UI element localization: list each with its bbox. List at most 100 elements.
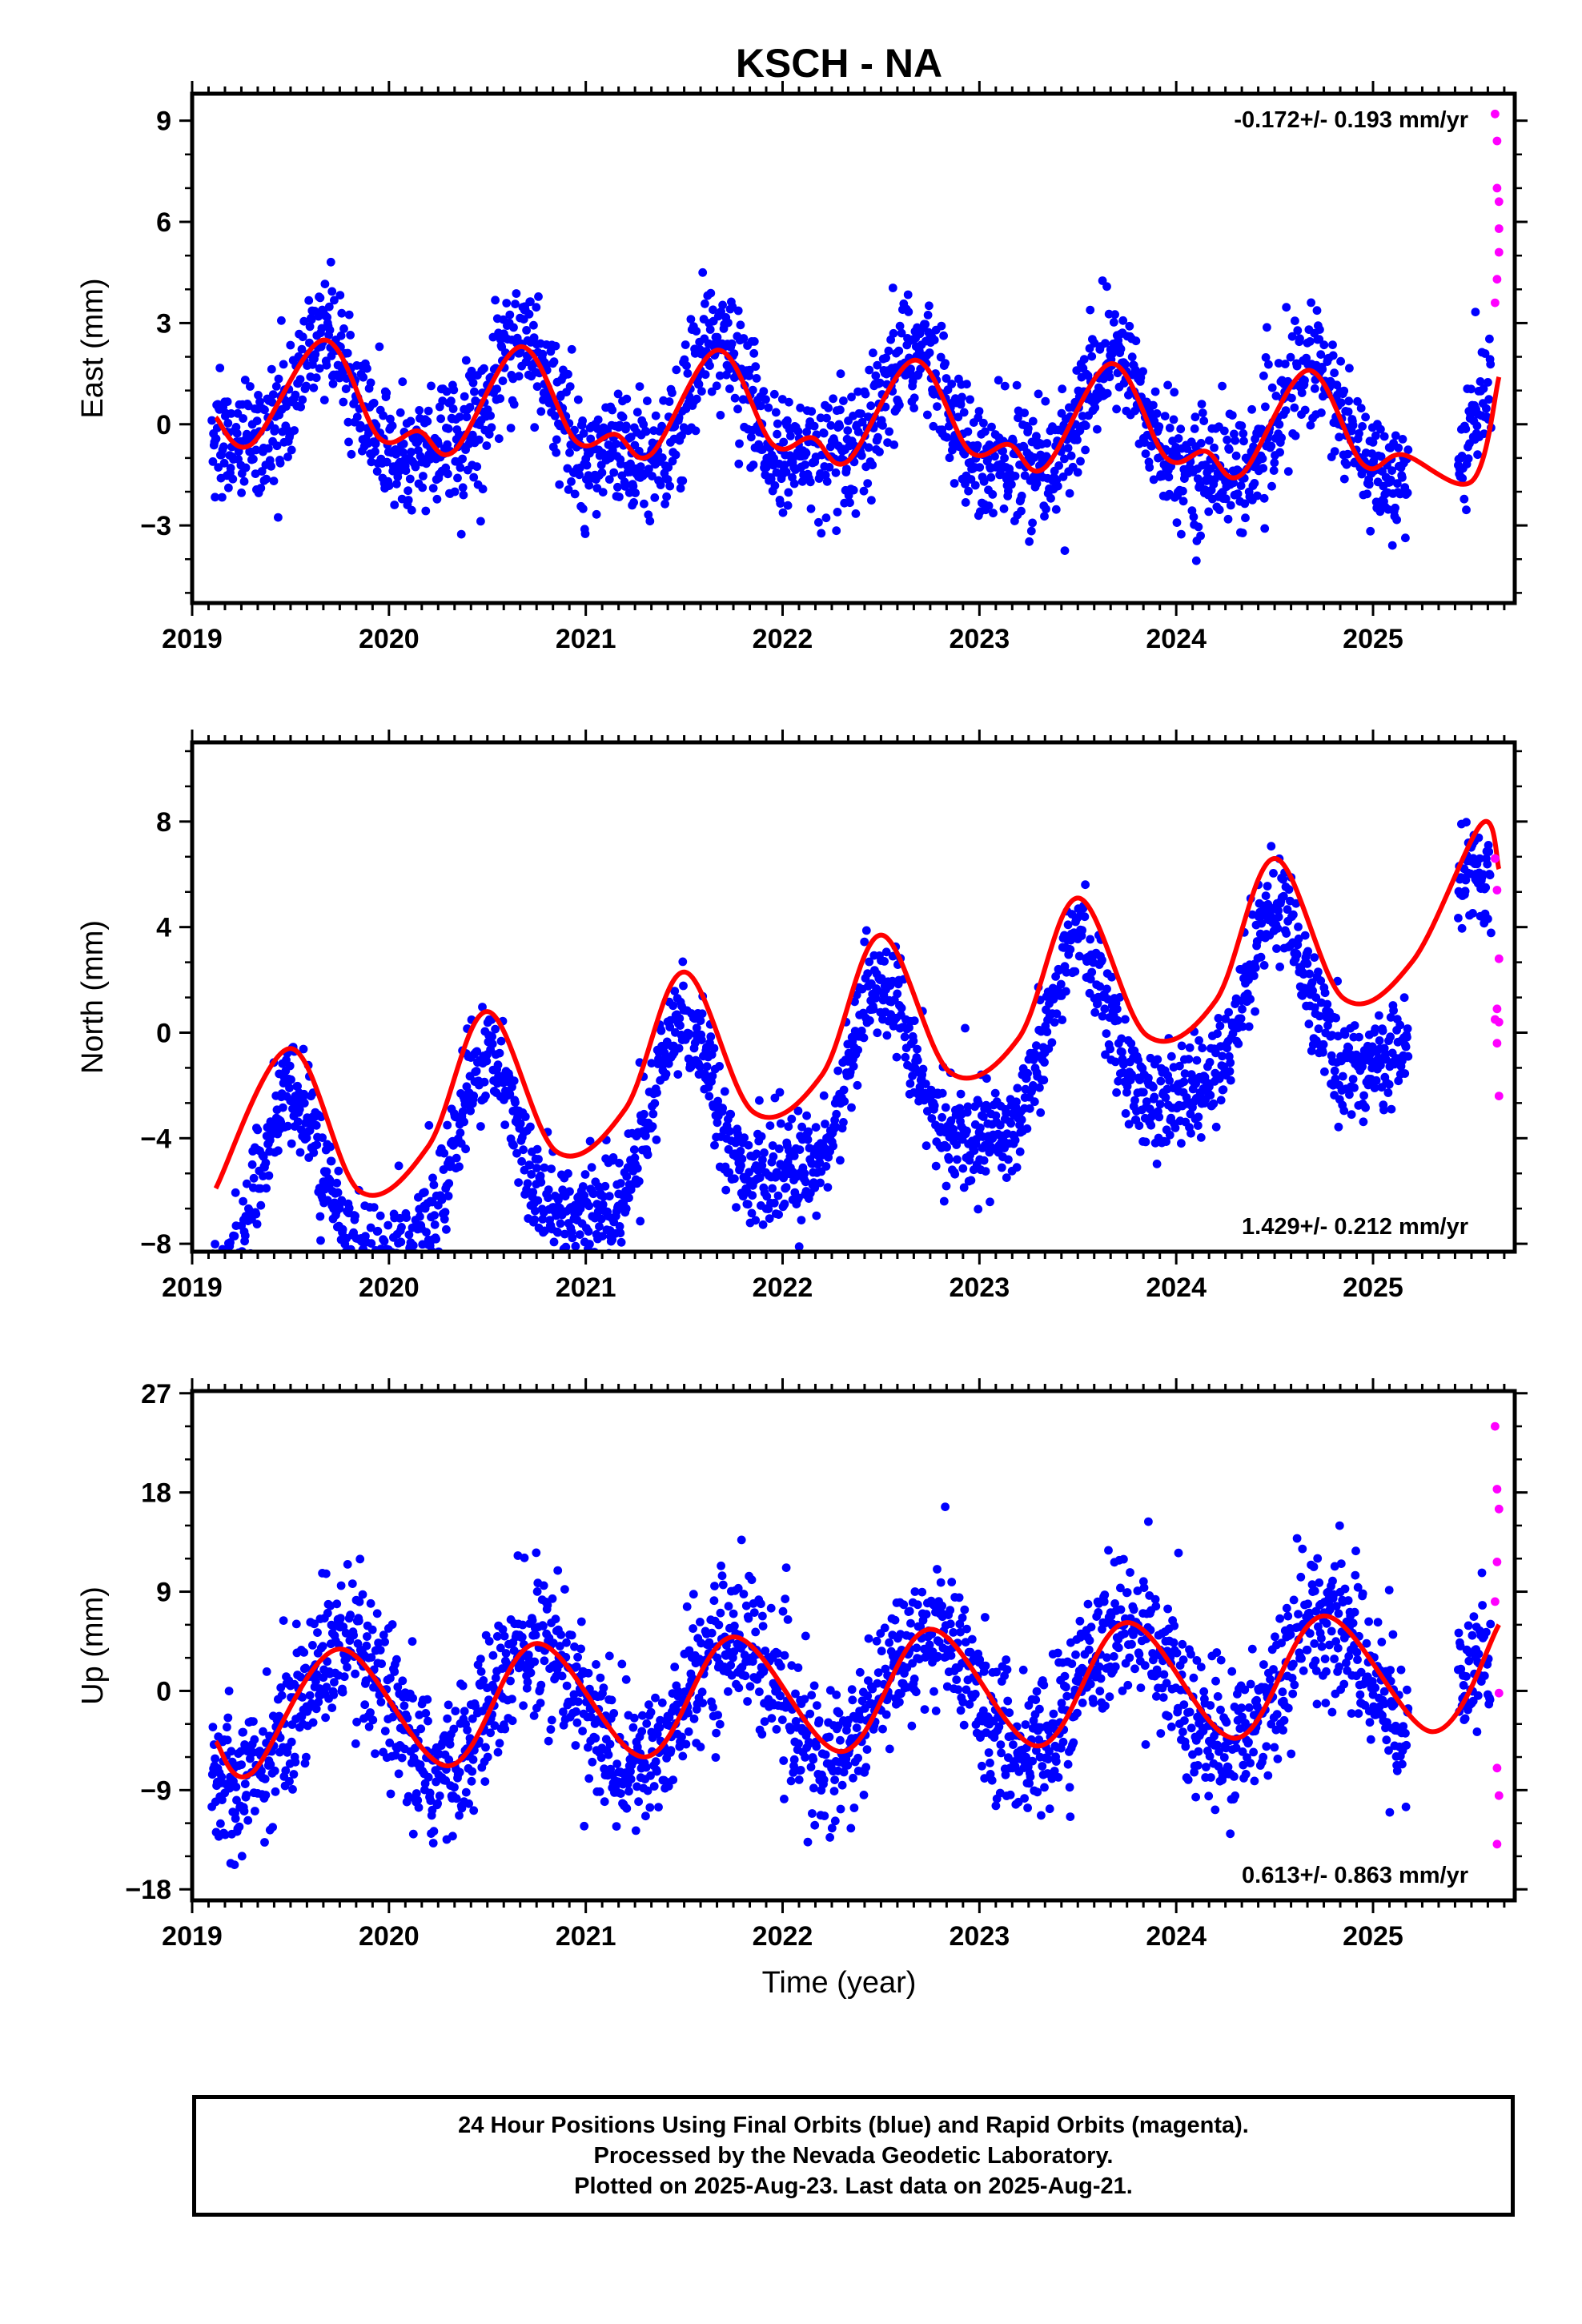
final-orbit-point xyxy=(319,1673,328,1683)
final-orbit-point xyxy=(697,1009,707,1019)
final-orbit-point xyxy=(832,1109,841,1119)
final-orbit-point xyxy=(1257,919,1267,928)
final-orbit-point xyxy=(963,427,973,436)
final-orbit-point xyxy=(604,1192,614,1201)
final-orbit-point xyxy=(1032,1041,1041,1051)
final-orbit-point xyxy=(257,467,267,476)
final-orbit-point xyxy=(295,1104,304,1114)
final-orbit-point xyxy=(444,1179,454,1188)
final-orbit-point xyxy=(1481,883,1491,892)
final-orbit-point xyxy=(289,1770,299,1779)
final-orbit-point xyxy=(595,1222,604,1231)
final-orbit-point xyxy=(261,1158,271,1168)
final-orbit-point xyxy=(975,463,985,472)
final-orbit-point xyxy=(262,474,271,484)
final-orbit-point xyxy=(1338,1072,1347,1081)
final-orbit-point xyxy=(330,296,339,305)
final-orbit-point xyxy=(713,1118,722,1128)
final-orbit-point xyxy=(1121,1109,1130,1118)
final-orbit-point xyxy=(267,364,276,374)
final-orbit-point xyxy=(908,1072,917,1080)
final-orbit-point xyxy=(442,387,452,396)
final-orbit-point xyxy=(665,1023,675,1031)
final-orbit-point xyxy=(1014,413,1022,423)
final-orbit-point xyxy=(1343,449,1352,459)
final-orbit-point xyxy=(1366,526,1375,536)
final-orbit-point xyxy=(987,422,996,432)
final-orbit-point xyxy=(296,1672,305,1682)
final-orbit-point xyxy=(259,1727,267,1736)
final-orbit-point xyxy=(1124,1120,1134,1129)
final-orbit-point xyxy=(1020,408,1029,417)
final-orbit-point xyxy=(966,1176,976,1185)
final-orbit-point xyxy=(1398,435,1407,444)
final-orbit-point xyxy=(339,1259,348,1268)
final-orbit-point xyxy=(270,1766,279,1775)
final-orbit-point xyxy=(779,437,789,447)
final-orbit-point xyxy=(624,1193,633,1203)
final-orbit-point xyxy=(565,1187,574,1196)
final-orbit-point xyxy=(717,307,725,316)
final-orbit-point xyxy=(656,1026,666,1035)
final-orbit-point xyxy=(385,1738,395,1747)
final-orbit-point xyxy=(344,310,354,320)
final-orbit-point xyxy=(509,1076,519,1085)
final-orbit-point xyxy=(853,1045,862,1055)
final-orbit-point xyxy=(905,1079,915,1088)
final-orbit-point xyxy=(1017,506,1026,516)
final-orbit-point xyxy=(1323,1021,1332,1030)
final-orbit-point xyxy=(253,1125,263,1135)
final-orbit-point xyxy=(432,1234,440,1244)
final-orbit-point xyxy=(269,476,279,485)
final-orbit-point xyxy=(537,1266,546,1275)
final-orbit-point xyxy=(492,384,501,394)
final-orbit-point xyxy=(705,1092,714,1101)
final-orbit-point xyxy=(1110,1057,1120,1067)
final-orbit-point xyxy=(1182,444,1192,453)
final-orbit-point xyxy=(256,1200,266,1210)
final-orbit-point xyxy=(1475,854,1484,863)
final-orbit-point xyxy=(297,344,307,354)
final-orbit-point xyxy=(1121,1015,1130,1024)
final-orbit-point xyxy=(851,509,861,518)
final-orbit-point xyxy=(315,1212,325,1221)
final-orbit-point xyxy=(751,362,761,372)
final-orbit-point xyxy=(868,460,877,470)
final-orbit-point xyxy=(304,296,314,305)
final-orbit-point xyxy=(906,370,916,380)
final-orbit-point xyxy=(849,485,858,495)
final-orbit-point xyxy=(1170,1124,1180,1132)
final-orbit-point xyxy=(801,448,811,458)
final-orbit-point xyxy=(884,346,893,356)
final-orbit-point xyxy=(358,1590,367,1599)
final-orbit-point xyxy=(752,374,761,383)
final-orbit-point xyxy=(1028,518,1037,528)
final-orbit-point xyxy=(472,462,482,472)
final-orbit-point xyxy=(651,411,661,420)
final-orbit-point xyxy=(251,1209,261,1219)
final-orbit-point xyxy=(895,400,904,410)
final-orbit-point xyxy=(287,445,296,455)
final-orbit-point xyxy=(249,1173,259,1183)
final-orbit-point xyxy=(691,426,701,436)
final-orbit-point xyxy=(950,1169,960,1179)
final-orbit-point xyxy=(275,458,285,468)
final-orbit-point xyxy=(1269,466,1279,475)
final-orbit-point xyxy=(432,494,442,504)
final-orbit-point xyxy=(396,1237,406,1247)
final-orbit-point xyxy=(509,400,519,409)
final-orbit-point xyxy=(1221,1014,1230,1023)
final-orbit-point xyxy=(1174,434,1183,443)
final-orbit-point xyxy=(1300,931,1310,940)
final-orbit-point xyxy=(1213,1029,1222,1039)
final-orbit-point xyxy=(865,957,874,967)
final-orbit-point xyxy=(1263,323,1271,332)
final-orbit-point xyxy=(351,1739,360,1748)
final-orbit-point xyxy=(1251,1007,1259,1016)
chart-title: KSCH - NA xyxy=(736,41,942,86)
final-orbit-point xyxy=(819,428,829,438)
final-orbit-point xyxy=(727,339,737,348)
final-orbit-point xyxy=(901,1052,910,1062)
final-orbit-point xyxy=(668,388,677,397)
final-orbit-point xyxy=(1389,1006,1398,1015)
